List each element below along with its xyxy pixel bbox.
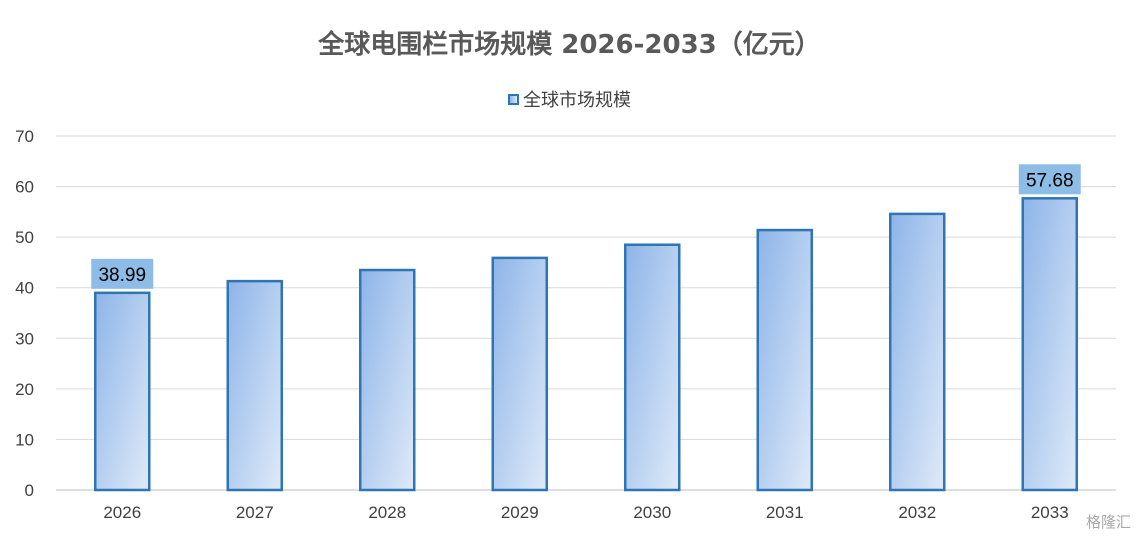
bar bbox=[1021, 197, 1078, 492]
chart-legend: 全球市场规模 bbox=[0, 86, 1139, 112]
y-tick-label: 40 bbox=[15, 279, 34, 298]
bar bbox=[756, 228, 813, 492]
bar bbox=[624, 243, 681, 492]
chart-title: 全球电围栏市场规模 2026-2033（亿元） bbox=[318, 30, 821, 60]
legend-swatch bbox=[508, 93, 519, 105]
data-label-box bbox=[91, 258, 154, 289]
y-tick-label: 70 bbox=[15, 127, 34, 146]
bar bbox=[491, 256, 548, 492]
y-tick-label: 10 bbox=[15, 430, 34, 449]
watermark-logo: 格隆汇 bbox=[1086, 511, 1131, 532]
legend-label: 全球市场规模 bbox=[523, 90, 631, 111]
x-tick-label: 2030 bbox=[633, 503, 671, 522]
x-tick-label: 2026 bbox=[103, 503, 141, 522]
bar bbox=[226, 279, 283, 492]
y-tick-label: 20 bbox=[15, 380, 34, 399]
bar bbox=[94, 291, 151, 492]
y-tick-label: 0 bbox=[25, 481, 34, 500]
x-tick-label: 2031 bbox=[766, 503, 804, 522]
x-tick-label: 2033 bbox=[1031, 503, 1069, 522]
y-tick-label: 30 bbox=[15, 329, 34, 348]
x-tick-label: 2027 bbox=[236, 503, 274, 522]
y-tick-label: 60 bbox=[15, 178, 34, 197]
watermark-text: 格隆汇 bbox=[1085, 513, 1131, 531]
data-label: 57.68 bbox=[1026, 170, 1074, 191]
x-tick-label: 2028 bbox=[368, 503, 406, 522]
data-label-box bbox=[1018, 164, 1081, 195]
y-tick-label: 50 bbox=[15, 228, 34, 247]
data-label: 38.99 bbox=[98, 265, 146, 286]
bar bbox=[359, 268, 416, 492]
x-tick-label: 2032 bbox=[898, 503, 936, 522]
x-tick-label: 2029 bbox=[501, 503, 539, 522]
bar bbox=[889, 212, 946, 492]
